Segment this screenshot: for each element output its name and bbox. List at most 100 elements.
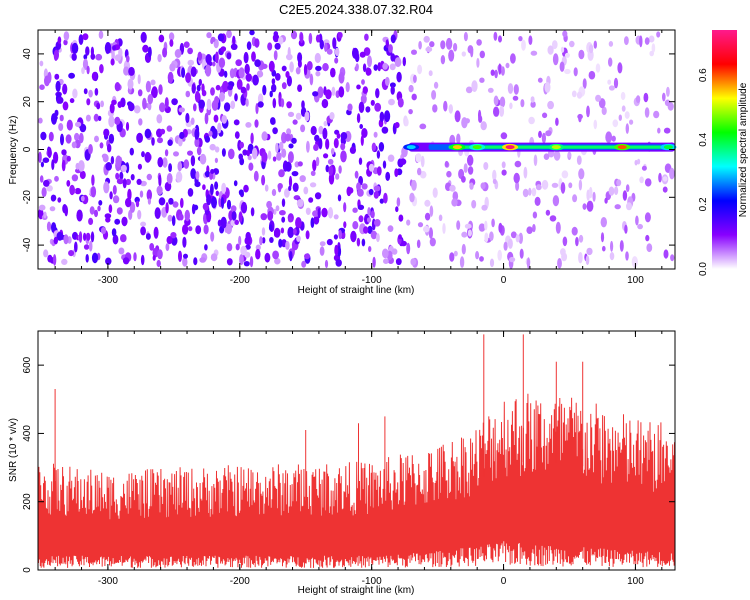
noise-cell: [376, 150, 381, 159]
noise-cell: [100, 227, 107, 235]
noise-cell: [576, 155, 582, 165]
noise-cell: [620, 91, 626, 101]
noise-cell: [322, 63, 329, 72]
noise-cell: [90, 186, 97, 198]
noise-cell: [431, 90, 437, 100]
snr-y-ticks: 0 200 400 600: [22, 356, 675, 573]
noise-cell: [664, 99, 671, 107]
noise-cell: [498, 63, 502, 75]
noise-cell: [98, 30, 104, 39]
noise-cell: [224, 70, 228, 78]
noise-cell: [493, 31, 498, 41]
noise-cell: [440, 55, 446, 65]
noise-cell: [365, 106, 371, 113]
noise-cell: [112, 45, 116, 51]
noise-cell: [296, 199, 304, 208]
noise-cell: [79, 123, 87, 133]
noise-cell: [338, 165, 342, 174]
noise-cell: [467, 166, 474, 175]
noise-cell: [114, 116, 121, 125]
noise-cell: [379, 198, 384, 204]
noise-cell: [90, 231, 95, 243]
noise-cell: [417, 222, 424, 228]
noise-cell: [491, 218, 495, 228]
colorbar-label: Normalized spectral amplitude: [738, 82, 749, 217]
noise-cell: [137, 163, 142, 170]
noise-cell: [334, 57, 339, 64]
noise-cell: [281, 132, 287, 144]
noise-cell: [592, 191, 596, 202]
noise-cell: [417, 64, 423, 75]
noise-cell: [373, 185, 381, 192]
noise-cell: [210, 87, 215, 96]
noise-cell: [478, 115, 483, 123]
noise-cell: [127, 78, 134, 90]
noise-cell: [324, 259, 329, 269]
noise-cell: [611, 135, 616, 142]
noise-cell: [96, 102, 101, 110]
noise-cell: [557, 258, 562, 269]
noise-cell: [133, 252, 137, 262]
spectrogram-y-axis-title: Frequency (Hz): [8, 116, 19, 185]
noise-cell: [394, 57, 402, 68]
noise-cell: [489, 231, 494, 241]
x-tick-label: -300: [98, 275, 118, 286]
noise-cell: [345, 82, 350, 93]
noise-cell: [520, 99, 525, 108]
noise-cell: [480, 121, 487, 131]
noise-cell: [61, 258, 68, 265]
noise-cell: [114, 218, 121, 225]
noise-cell: [158, 174, 162, 187]
noise-cell: [395, 206, 399, 213]
noise-cell: [389, 82, 396, 88]
noise-cell: [136, 132, 144, 143]
x-tick-label: 0: [501, 275, 507, 286]
noise-cell: [190, 155, 196, 167]
noise-cell: [411, 49, 417, 55]
noise-cell: [286, 128, 292, 136]
noise-cell: [215, 190, 219, 196]
noise-cell: [366, 217, 372, 223]
noise-cell: [239, 141, 244, 149]
noise-cell: [578, 168, 585, 180]
noise-cell: [445, 37, 453, 50]
noise-cell: [167, 214, 173, 222]
y-tick-label: 600: [22, 356, 33, 373]
noise-cell: [245, 231, 251, 241]
noise-cell: [461, 117, 468, 129]
noise-cell: [94, 209, 98, 218]
noise-cell: [608, 85, 615, 91]
noise-cell: [193, 103, 197, 112]
noise-cell: [63, 39, 68, 46]
x-tick-label: -100: [362, 576, 382, 587]
noise-cell: [361, 79, 365, 85]
noise-cell: [137, 89, 143, 97]
noise-cell: [564, 68, 571, 75]
noise-cell: [54, 73, 60, 80]
noise-cell: [331, 86, 336, 97]
noise-cell: [268, 60, 275, 72]
noise-cell: [303, 63, 308, 76]
noise-cell: [387, 225, 394, 233]
noise-cell: [93, 113, 99, 122]
noise-cell: [278, 238, 283, 248]
noise-cell: [533, 154, 538, 167]
noise-cell: [547, 100, 554, 110]
noise-cell: [448, 49, 455, 62]
noise-cell: [552, 53, 559, 66]
noise-cell: [304, 253, 310, 260]
noise-cell: [164, 97, 169, 109]
noise-cell: [314, 52, 321, 64]
noise-cell: [547, 45, 554, 55]
noise-cell: [469, 182, 474, 190]
noise-cell: [631, 256, 638, 268]
noise-cell: [145, 80, 151, 93]
noise-cell: [319, 246, 325, 256]
noise-cell: [314, 134, 320, 142]
noise-cell: [39, 60, 44, 67]
noise-cell: [600, 217, 607, 228]
noise-cell: [205, 64, 212, 77]
noise-cell: [347, 103, 353, 112]
noise-cell: [213, 114, 219, 123]
noise-cell: [531, 187, 537, 197]
